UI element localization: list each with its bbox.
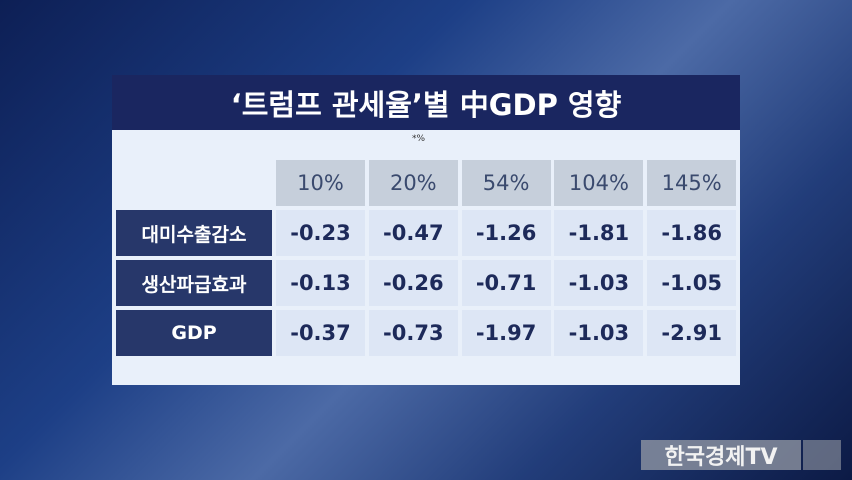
value-cell: -1.26 <box>461 210 551 256</box>
column-header: 20% <box>368 160 458 206</box>
value-cell: -0.47 <box>368 210 458 256</box>
column-header: 10% <box>276 160 365 206</box>
value-cell: -1.03 <box>554 310 644 356</box>
unit-note: *% <box>412 134 426 144</box>
value-cell: -0.13 <box>276 260 365 306</box>
row-label: 대미수출감소 <box>116 210 272 256</box>
value-cell: -1.03 <box>554 260 644 306</box>
value-cell: -0.26 <box>368 260 458 306</box>
value-cell: -1.81 <box>554 210 644 256</box>
column-header: 104% <box>554 160 644 206</box>
value-cell: -0.71 <box>461 260 551 306</box>
value-cell: -1.97 <box>461 310 551 356</box>
watermark-box <box>803 440 841 470</box>
column-header: 145% <box>647 160 737 206</box>
row-label: 생산파급효과 <box>116 260 272 306</box>
value-cell: -1.86 <box>647 210 737 256</box>
watermark: 한국경제TV <box>641 440 801 470</box>
row-label: GDP <box>116 310 272 356</box>
value-cell: -0.37 <box>276 310 365 356</box>
value-cell: -1.05 <box>647 260 737 306</box>
column-header: 54% <box>461 160 551 206</box>
title: ‘트럼프 관세율’별 中GDP 영향 <box>112 75 740 130</box>
value-cell: -2.91 <box>647 310 737 356</box>
table-panel: ‘트럼프 관세율’별 中GDP 영향 *% 10% 20% 54% 104% 145% 대… <box>112 75 740 385</box>
value-cell: -0.73 <box>368 310 458 356</box>
value-cell: -0.23 <box>276 210 365 256</box>
